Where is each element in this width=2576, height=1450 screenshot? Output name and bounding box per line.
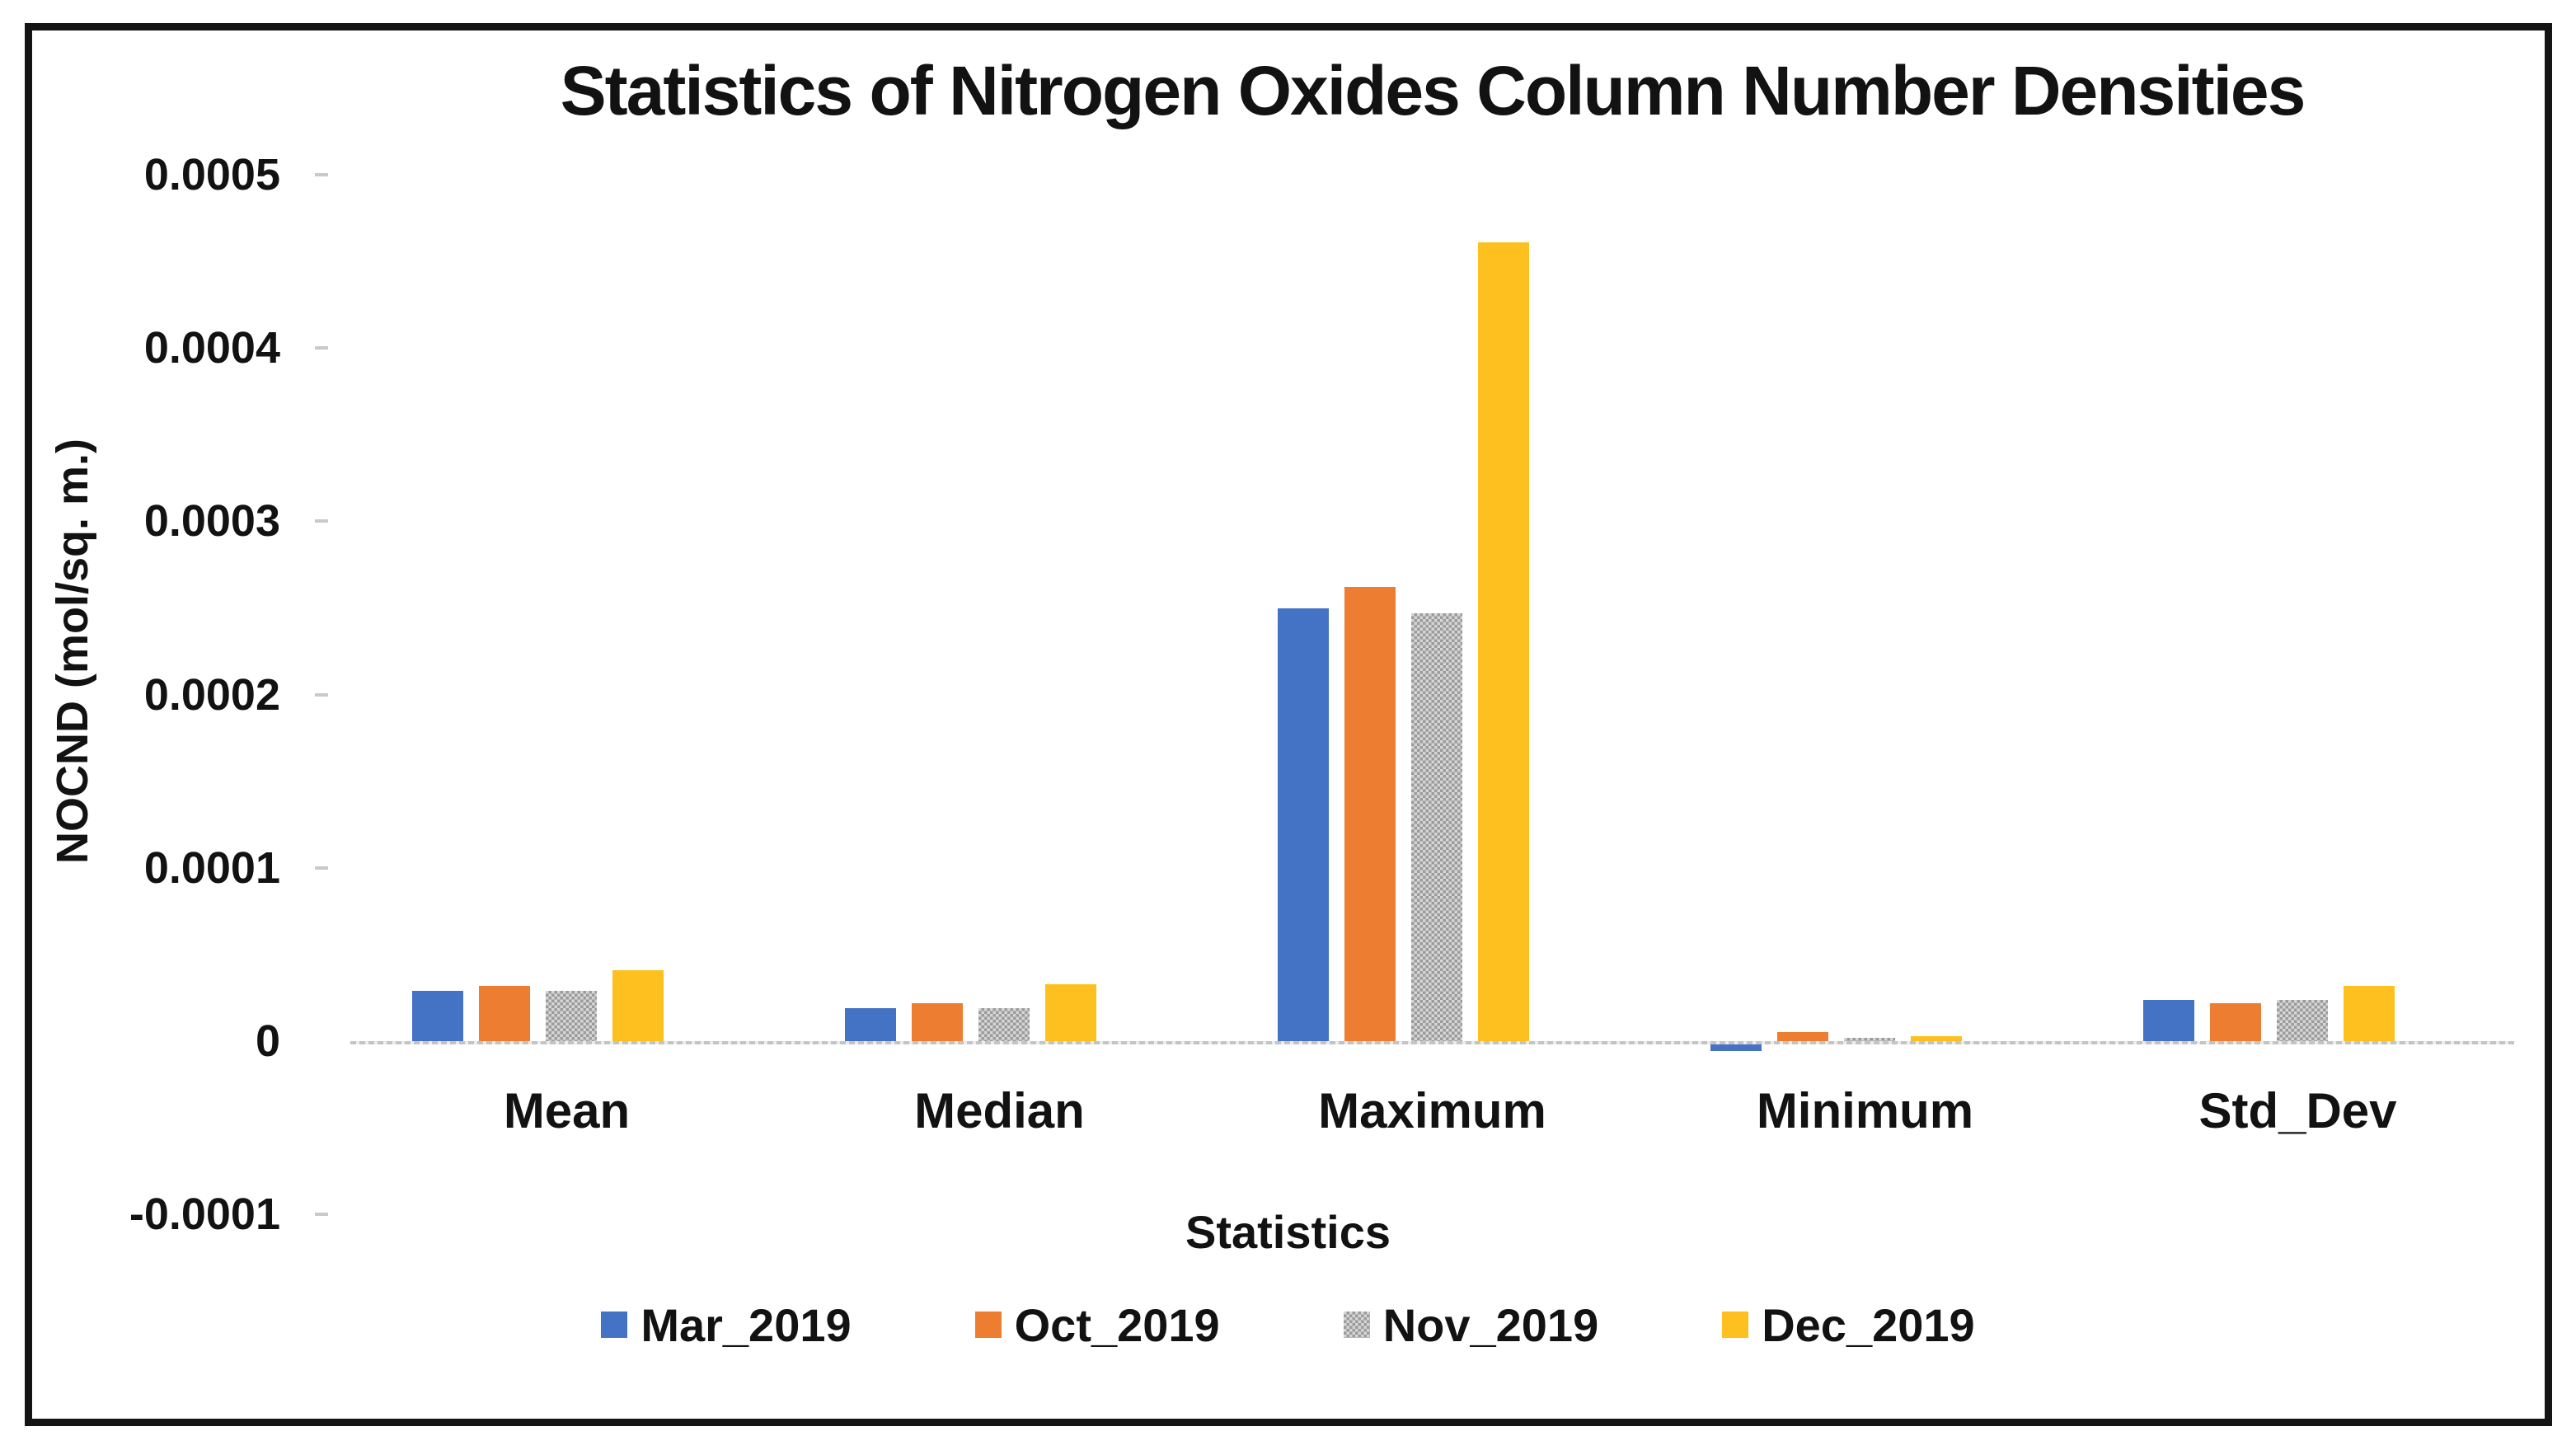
- category-label-std_dev: Std_Dev: [2198, 1083, 2397, 1138]
- bar-nov_2019-maximum: [1411, 612, 1462, 1041]
- y-tick-label: 0.0001: [143, 842, 280, 893]
- category-label-median: Median: [914, 1083, 1085, 1138]
- y-tick-mark: [315, 519, 328, 523]
- category-label-minimum: Minimum: [1756, 1083, 1974, 1138]
- y-tick-mark: [315, 866, 328, 870]
- bar-dec_2019-maximum: [1478, 242, 1529, 1041]
- legend-item-nov_2019: Nov_2019: [1343, 1298, 1599, 1352]
- legend-label: Mar_2019: [640, 1298, 852, 1351]
- bar-mar_2019-mean: [412, 991, 463, 1041]
- chart-title: Statistics of Nitrogen Oxides Column Num…: [560, 52, 2306, 129]
- y-tick-label: 0.0002: [143, 669, 280, 720]
- bar-dec_2019-median: [1045, 983, 1096, 1041]
- bar-nov_2019-median: [978, 1008, 1030, 1041]
- bar-dec_2019-mean: [612, 969, 664, 1041]
- legend-item-mar_2019: Mar_2019: [601, 1298, 852, 1352]
- y-tick-label: 0.0004: [143, 323, 280, 373]
- bar-oct_2019-maximum: [1344, 587, 1396, 1041]
- legend: Mar_2019 Oct_2019 Nov_2019 Dec_2019: [0, 1296, 2576, 1354]
- bar-nov_2019-std_dev: [2277, 999, 2328, 1041]
- y-tick-label: -0.0001: [129, 1190, 280, 1240]
- bar-nov_2019-mean: [546, 991, 597, 1041]
- bar-mar_2019-std_dev: [2143, 999, 2194, 1041]
- bar-mar_2019-maximum: [1278, 608, 1329, 1041]
- legend-label: Oct_2019: [1014, 1298, 1220, 1351]
- bar-oct_2019-mean: [479, 985, 530, 1041]
- legend-swatch-nov_2019: [1343, 1312, 1370, 1338]
- y-tick-label: 0.0005: [143, 150, 280, 199]
- x-axis-title: Statistics: [1185, 1206, 1391, 1258]
- y-tick-label: 0: [255, 1016, 280, 1066]
- y-tick-mark: [315, 173, 328, 176]
- y-tick-label: 0.0003: [143, 496, 280, 547]
- y-tick-mark: [315, 1213, 328, 1217]
- legend-label: Nov_2019: [1382, 1298, 1599, 1351]
- bar-dec_2019-std_dev: [2344, 985, 2395, 1041]
- x-axis-line: [350, 1041, 2514, 1044]
- bar-mar_2019-median: [845, 1008, 896, 1041]
- legend-item-dec_2019: Dec_2019: [1722, 1298, 1975, 1352]
- bar-nov_2019-minimum: [1844, 1037, 1895, 1041]
- legend-swatch-oct_2019: [974, 1312, 1002, 1338]
- legend-label: Dec_2019: [1762, 1298, 1975, 1351]
- bar-mar_2019-minimum: [1710, 1044, 1762, 1052]
- y-tick-mark: [315, 692, 328, 697]
- legend-swatch-dec_2019: [1722, 1312, 1749, 1338]
- category-label-maximum: Maximum: [1318, 1083, 1546, 1138]
- plot-area: [350, 175, 2514, 1217]
- y-tick-mark: [315, 346, 328, 350]
- legend-item-oct_2019: Oct_2019: [974, 1298, 1220, 1352]
- bar-dec_2019-minimum: [1911, 1035, 1962, 1041]
- bar-oct_2019-std_dev: [2210, 1002, 2261, 1041]
- bar-oct_2019-minimum: [1777, 1032, 1828, 1041]
- category-label-mean: Mean: [503, 1083, 631, 1138]
- bar-oct_2019-median: [912, 1002, 963, 1041]
- legend-swatch-mar_2019: [601, 1312, 628, 1338]
